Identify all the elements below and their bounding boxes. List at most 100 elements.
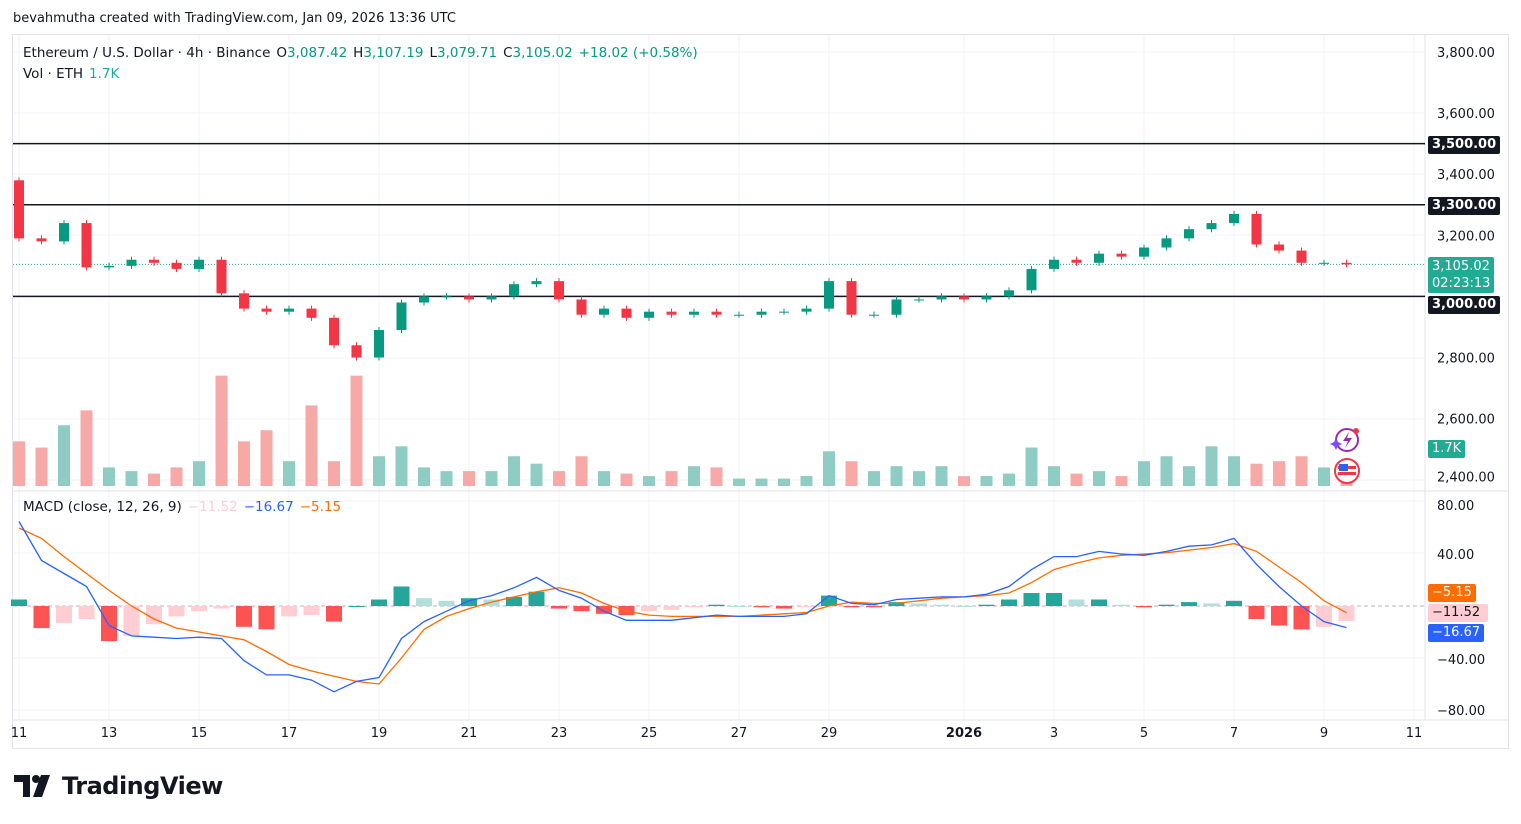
macd-histogram-bar bbox=[1271, 606, 1287, 626]
ai-assist-icon[interactable] bbox=[1330, 426, 1360, 454]
volume-bar bbox=[755, 478, 768, 486]
volume-bar bbox=[1025, 447, 1038, 486]
volume-bar bbox=[845, 461, 858, 486]
volume-bar bbox=[1273, 461, 1285, 486]
volume-bar bbox=[373, 456, 385, 486]
candle bbox=[846, 281, 857, 315]
macd-histogram-bar bbox=[663, 606, 680, 610]
macd-histogram-bar bbox=[281, 606, 297, 617]
macd-histogram-bar bbox=[978, 604, 995, 606]
volume-label[interactable]: Vol · ETH bbox=[23, 66, 83, 82]
macd-tag: −16.67 bbox=[1428, 624, 1485, 642]
volume-bar bbox=[553, 471, 565, 486]
volume-bar bbox=[935, 466, 948, 486]
macd-histogram-bar bbox=[506, 596, 522, 606]
candle bbox=[554, 281, 564, 300]
chart-frame bbox=[12, 34, 1509, 749]
macd-histogram-bar bbox=[1226, 600, 1242, 606]
candle bbox=[396, 302, 407, 331]
volume-bar bbox=[530, 463, 543, 486]
candle bbox=[756, 311, 767, 315]
candle bbox=[1184, 229, 1194, 239]
macd-histogram-bar bbox=[1338, 606, 1355, 621]
volume-bar bbox=[260, 430, 273, 486]
macd-histogram-bar bbox=[326, 606, 342, 622]
macd-axis-label: 40.00 bbox=[1437, 548, 1474, 563]
volume-bar bbox=[58, 425, 70, 486]
candle bbox=[1004, 290, 1014, 297]
signal-value: −5.15 bbox=[299, 499, 342, 515]
us-flag-event-icon[interactable] bbox=[1333, 457, 1361, 485]
volume-bar bbox=[238, 441, 250, 486]
candle bbox=[509, 284, 519, 297]
volume-bar bbox=[1048, 466, 1060, 486]
tradingview-logo-icon bbox=[14, 775, 50, 797]
candle bbox=[81, 223, 92, 268]
volume-bar bbox=[103, 467, 115, 486]
time-axis-label: 7 bbox=[1230, 726, 1238, 741]
volume-bar bbox=[733, 478, 745, 486]
volume-bar bbox=[778, 478, 790, 486]
brand-name: TradingView bbox=[62, 772, 223, 800]
volume-bar bbox=[620, 473, 633, 486]
candle bbox=[1341, 262, 1352, 265]
macd-histogram-bar bbox=[11, 599, 27, 606]
tradingview-logo[interactable]: TradingView bbox=[14, 772, 223, 800]
candle bbox=[959, 296, 969, 300]
close-value: 3,105.02 bbox=[512, 45, 573, 61]
time-axis-label: 19 bbox=[371, 726, 388, 741]
level-3300-tag: 3,300.00 bbox=[1428, 197, 1501, 215]
candle bbox=[59, 223, 69, 242]
current-price: 3,105.02 bbox=[1432, 259, 1490, 274]
macd-axis-label: 80.00 bbox=[1437, 499, 1474, 514]
symbol-label[interactable]: Ethereum / U.S. Dollar · 4h · Binance bbox=[23, 45, 271, 61]
macd-histogram-bar bbox=[1113, 604, 1130, 606]
macd-histogram-bar bbox=[78, 606, 95, 619]
candle bbox=[14, 180, 24, 239]
volume-bar bbox=[598, 471, 610, 486]
candle bbox=[734, 314, 744, 316]
volume-bar bbox=[35, 447, 48, 486]
volume-bar bbox=[1183, 466, 1195, 486]
macd-histogram-bar bbox=[641, 606, 657, 612]
time-axis-label: 13 bbox=[101, 726, 118, 741]
volume-bar bbox=[13, 441, 25, 486]
macd-histogram-bar bbox=[146, 606, 162, 625]
volume-bar bbox=[688, 466, 700, 486]
candle bbox=[981, 296, 992, 300]
volume-bar bbox=[350, 375, 363, 486]
macd-histogram-bar bbox=[123, 606, 140, 636]
bar-countdown: 02:23:13 bbox=[1432, 276, 1491, 291]
time-axis-label: 11 bbox=[11, 726, 28, 741]
volume-bar bbox=[665, 471, 678, 486]
time-axis-label: 11 bbox=[1406, 726, 1423, 741]
volume-bar bbox=[643, 476, 655, 486]
volume-tag: 1.7K bbox=[1428, 440, 1466, 458]
price-axis-label: 3,800.00 bbox=[1437, 46, 1495, 61]
high-value: 3,107.19 bbox=[363, 45, 424, 61]
macd-histogram-bar bbox=[371, 599, 387, 606]
volume-bar bbox=[823, 451, 835, 486]
macd-histogram-bar bbox=[461, 598, 477, 606]
candle bbox=[306, 308, 317, 318]
macd-histogram-bar bbox=[101, 606, 117, 642]
time-axis-label: 3 bbox=[1050, 726, 1058, 741]
signal-line bbox=[18, 527, 1347, 685]
volume-bar bbox=[328, 461, 340, 486]
macd-histogram-bar bbox=[393, 586, 410, 606]
candle bbox=[576, 299, 587, 315]
macd-histogram-bar bbox=[416, 598, 432, 606]
macd-histogram-bar bbox=[348, 606, 365, 607]
volume-bar bbox=[575, 456, 588, 486]
candle bbox=[1049, 259, 1059, 269]
macd-label[interactable]: MACD (close, 12, 26, 9) bbox=[23, 499, 182, 515]
candle bbox=[284, 308, 294, 312]
macd-histogram-bar bbox=[1181, 602, 1197, 606]
price-axis-label: 3,200.00 bbox=[1437, 229, 1495, 244]
macd-histogram-bar bbox=[1023, 593, 1040, 606]
volume-bar bbox=[508, 456, 520, 486]
volume-bar bbox=[1138, 461, 1150, 486]
time-axis-label: 27 bbox=[731, 726, 748, 741]
candle bbox=[779, 311, 789, 313]
